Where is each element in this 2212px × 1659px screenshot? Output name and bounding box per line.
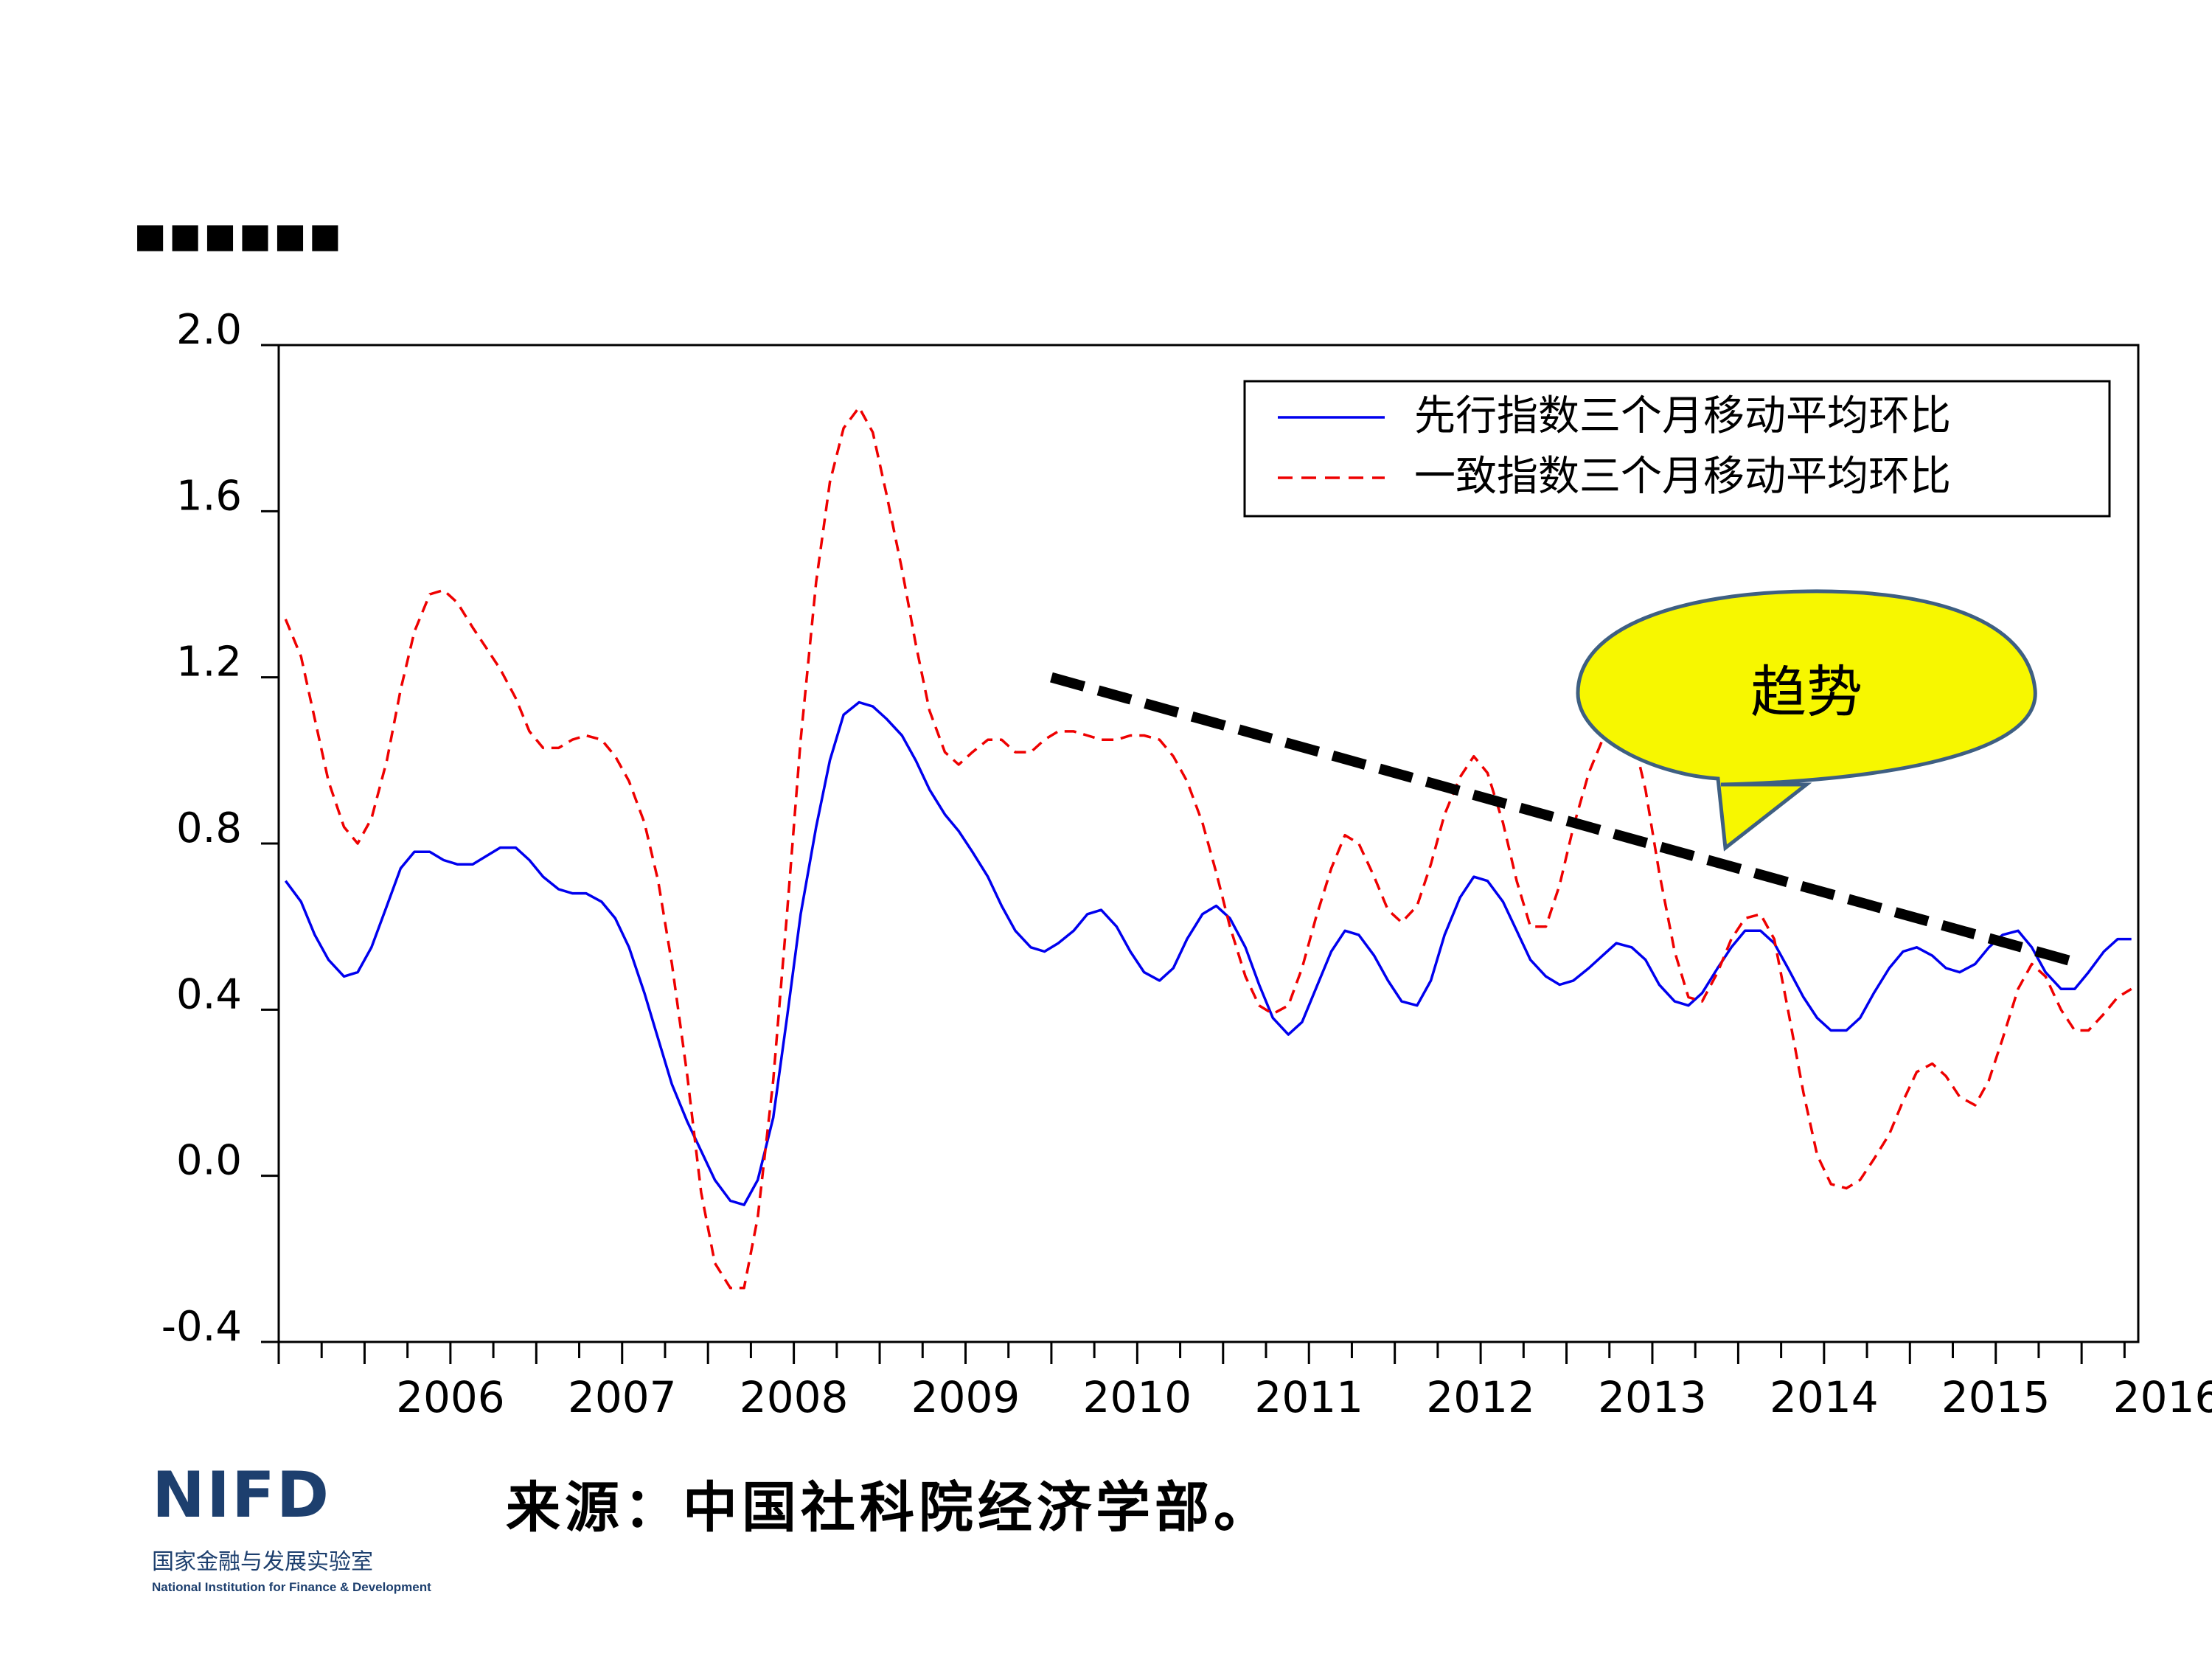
y-tick-label: 0.8 xyxy=(176,804,242,852)
x-year-label: 2013 xyxy=(1598,1372,1707,1422)
legend-label-leading: 先行指数三个月移动平均环比 xyxy=(1414,392,1951,440)
x-year-label: 2007 xyxy=(568,1372,677,1422)
source-note: 来源：中国社科院经济学部。 xyxy=(506,1476,1273,1540)
logo-english-name: National Institution for Finance & Devel… xyxy=(152,1580,431,1594)
y-tick-label: 1.6 xyxy=(176,472,242,520)
logo-mark: NIFD xyxy=(152,1458,331,1532)
y-tick-label: 0.0 xyxy=(176,1137,242,1185)
x-year-label: 2014 xyxy=(1770,1372,1879,1422)
legend-label-coincident: 一致指数三个月移动平均环比 xyxy=(1414,453,1951,501)
y-tick-label: 0.4 xyxy=(176,970,242,1018)
y-tick-label: 2.0 xyxy=(176,306,242,354)
series-layer xyxy=(284,406,2132,1290)
x-year-label: 2016 xyxy=(2113,1372,2212,1422)
chart: -0.40.00.40.81.21.62.0 2006 2007 2008 2009 2… xyxy=(161,306,2212,1422)
logo-chinese-name: 国家金融与发展实验室 xyxy=(152,1549,373,1575)
x-year-label: 2006 xyxy=(396,1372,505,1422)
y-axis: -0.4 0.0 0.4 0.8 1.2 1.6 2.0 xyxy=(161,306,279,1351)
y-tick-label: -0.4 xyxy=(161,1303,242,1351)
title-dots: ■■■■■■ xyxy=(134,215,344,255)
x-year-label: 2010 xyxy=(1083,1372,1192,1422)
x-year-label: 2012 xyxy=(1426,1372,1535,1422)
callout-text: 趋势 xyxy=(1750,659,1863,725)
callout-bubble xyxy=(1576,589,2037,852)
legend: 先行指数三个月移动平均环比 一致指数三个月移动平均环比 xyxy=(1243,380,2111,518)
x-year-label: 2008 xyxy=(740,1372,849,1422)
x-axis: 2006 2007 2008 2009 2010 2011 2012 2013 2014 2015… xyxy=(277,1342,2212,1422)
series-coincident-line xyxy=(284,406,2132,1290)
x-year-label: 2015 xyxy=(1941,1372,2051,1422)
trend-callout: 趋势 xyxy=(1576,589,2037,852)
x-year-label: 2011 xyxy=(1254,1372,1363,1422)
x-year-label: 2009 xyxy=(911,1372,1020,1422)
series-leading-line xyxy=(284,700,2132,1206)
nifd-logo: NIFD 国家金融与发展实验室 National Institution for… xyxy=(152,1464,447,1595)
trend-line xyxy=(1050,672,2084,970)
y-tick-label: 1.2 xyxy=(176,639,242,686)
legend-box xyxy=(1243,380,2111,518)
